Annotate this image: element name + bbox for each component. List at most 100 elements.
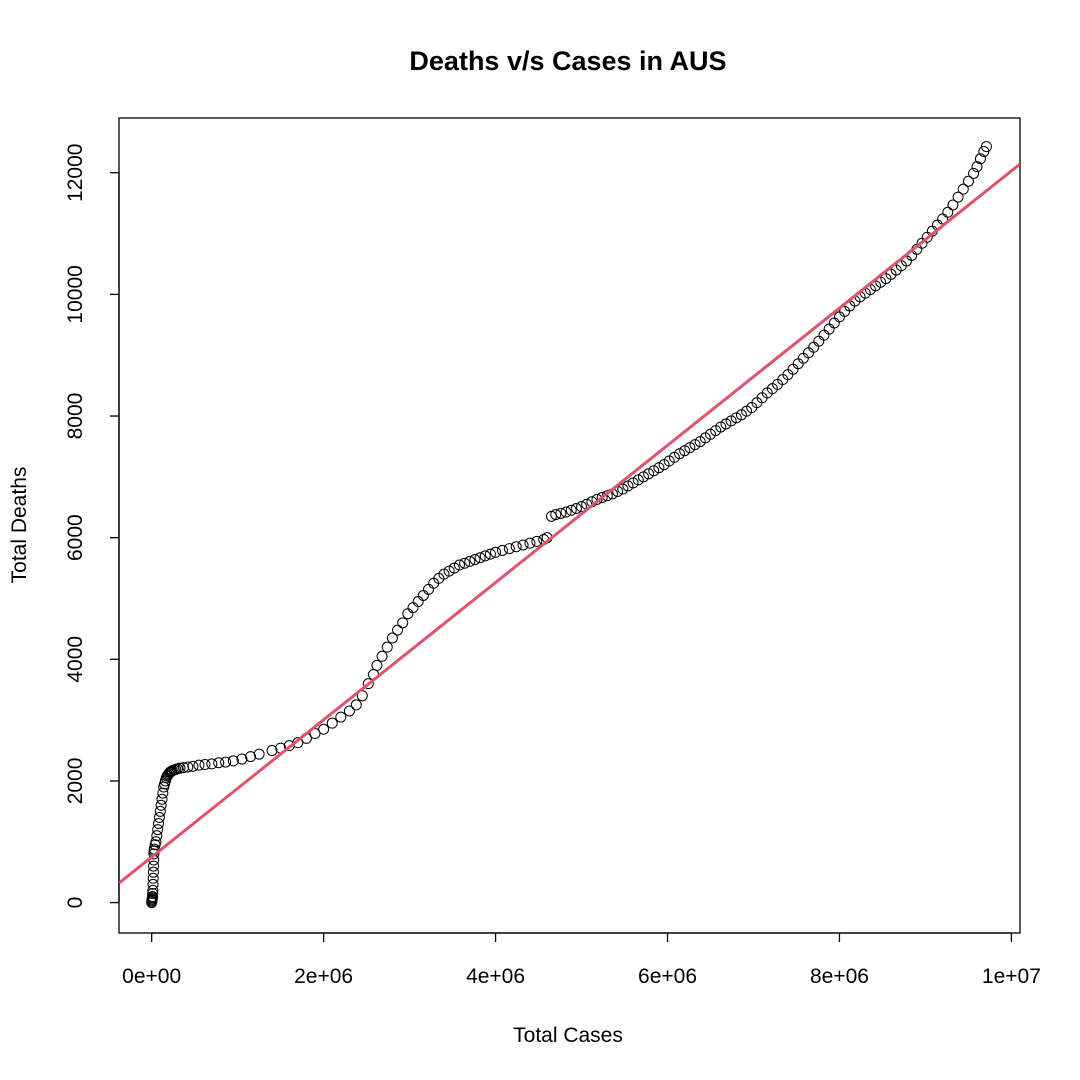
y-tick-label: 6000: [64, 514, 87, 561]
data-point: [376, 650, 388, 662]
data-point: [182, 761, 194, 773]
data-point: [828, 317, 840, 329]
data-point: [402, 608, 414, 620]
y-tick-label: 8000: [64, 393, 87, 440]
data-point: [153, 818, 165, 830]
data-point: [674, 448, 686, 460]
data-point: [474, 552, 486, 564]
data-point: [622, 480, 634, 492]
data-point: [362, 678, 374, 690]
data-point: [253, 748, 265, 760]
y-axis: 0 2000 4000 6000 8000 10000 12000: [64, 144, 120, 909]
data-point: [813, 335, 825, 347]
data-point: [517, 539, 529, 551]
data-point: [407, 602, 419, 614]
data-point: [469, 554, 481, 566]
data-point: [720, 418, 732, 430]
x-tick-label: 8e+06: [810, 965, 869, 988]
data-point: [148, 848, 160, 860]
data-point: [443, 565, 455, 577]
data-point: [174, 762, 186, 774]
data-point: [503, 543, 515, 555]
data-point: [576, 501, 588, 513]
data-point: [957, 183, 969, 195]
data-point: [412, 596, 424, 608]
data-point: [679, 445, 691, 457]
data-point: [617, 483, 629, 495]
data-point: [266, 745, 278, 757]
data-point: [236, 753, 248, 765]
data-point: [152, 824, 164, 836]
x-tick-label: 1e+07: [982, 965, 1041, 988]
regression-line-group: [119, 162, 1020, 885]
data-point: [453, 559, 465, 571]
data-point: [438, 568, 450, 580]
data-point: [787, 363, 799, 375]
data-point: [147, 887, 159, 899]
data-point: [596, 492, 608, 504]
data-point: [153, 811, 165, 823]
data-point: [555, 507, 567, 519]
data-point: [392, 624, 404, 636]
data-point: [381, 641, 393, 653]
data-point: [684, 442, 696, 454]
data-point: [371, 659, 383, 671]
data-point: [147, 872, 159, 884]
data-point: [653, 462, 665, 474]
data-point: [484, 548, 496, 560]
data-point: [627, 477, 639, 489]
data-point: [797, 352, 809, 364]
data-point: [565, 504, 577, 516]
data-point: [386, 632, 398, 644]
data-point: [531, 535, 543, 547]
data-point: [637, 471, 649, 483]
x-tick-label: 2e+06: [294, 965, 353, 988]
data-point: [157, 787, 169, 799]
data-point: [151, 830, 163, 842]
data-point: [156, 793, 168, 805]
y-tick-label: 2000: [64, 758, 87, 805]
data-point: [155, 799, 167, 811]
regression-line: [119, 162, 1020, 885]
data-point: [147, 878, 159, 890]
data-point: [397, 617, 409, 629]
data-point: [154, 805, 166, 817]
data-point: [792, 358, 804, 370]
data-point: [962, 175, 974, 187]
y-tick-label: 0: [64, 897, 87, 909]
data-point: [150, 836, 162, 848]
data-point: [524, 537, 536, 549]
data-point: [689, 439, 701, 451]
data-point: [803, 347, 815, 359]
data-point: [464, 555, 476, 567]
data-point: [510, 541, 522, 553]
data-point: [968, 167, 980, 179]
data-point: [479, 550, 491, 562]
data-point: [199, 759, 211, 771]
data-point: [459, 557, 471, 569]
data-point: [833, 311, 845, 323]
data-point: [318, 723, 330, 735]
data-point: [570, 502, 582, 514]
data-point: [823, 323, 835, 335]
data-point: [980, 141, 992, 153]
data-point: [326, 717, 338, 729]
data-point: [808, 341, 820, 353]
data-point: [643, 468, 655, 480]
data-point: [725, 415, 737, 427]
data-point: [947, 199, 959, 211]
data-point: [147, 884, 159, 896]
data-point: [550, 509, 562, 521]
y-tick-label: 4000: [64, 636, 87, 683]
data-point: [206, 758, 218, 770]
y-tick-label: 12000: [64, 144, 87, 202]
data-point: [818, 329, 830, 341]
data-point: [343, 705, 355, 717]
data-point: [220, 756, 232, 768]
x-tick-label: 0e+00: [122, 965, 181, 988]
data-point: [417, 589, 429, 601]
data-point: [423, 583, 435, 595]
y-tick-label: 10000: [64, 265, 87, 323]
x-axis: 0e+00 2e+06 4e+06 6e+06 8e+06 1e+07: [122, 932, 1041, 988]
data-point: [448, 562, 460, 574]
